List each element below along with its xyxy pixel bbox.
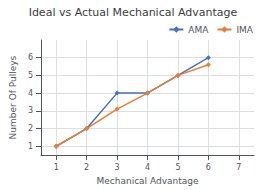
svg-text:4: 4	[145, 163, 150, 172]
svg-text:3: 3	[28, 106, 33, 115]
svg-text:2: 2	[28, 124, 33, 133]
svg-text:AMA: AMA	[188, 25, 209, 35]
svg-text:1: 1	[54, 163, 59, 172]
svg-text:6: 6	[28, 53, 33, 62]
svg-text:Mechanical Advantage: Mechanical Advantage	[96, 176, 199, 186]
svg-text:IMA: IMA	[236, 25, 253, 35]
svg-text:1: 1	[28, 142, 33, 151]
svg-text:6: 6	[206, 163, 211, 172]
svg-text:2: 2	[84, 163, 89, 172]
svg-text:3: 3	[115, 163, 120, 172]
svg-text:Number Of Pulleys: Number Of Pulleys	[8, 55, 18, 139]
svg-text:5: 5	[28, 71, 33, 80]
svg-text:7: 7	[236, 163, 241, 172]
svg-text:Ideal vs Actual Mechanical Adv: Ideal vs Actual Mechanical Advantage	[29, 6, 238, 19]
svg-text:5: 5	[175, 163, 180, 172]
svg-text:4: 4	[28, 89, 33, 98]
